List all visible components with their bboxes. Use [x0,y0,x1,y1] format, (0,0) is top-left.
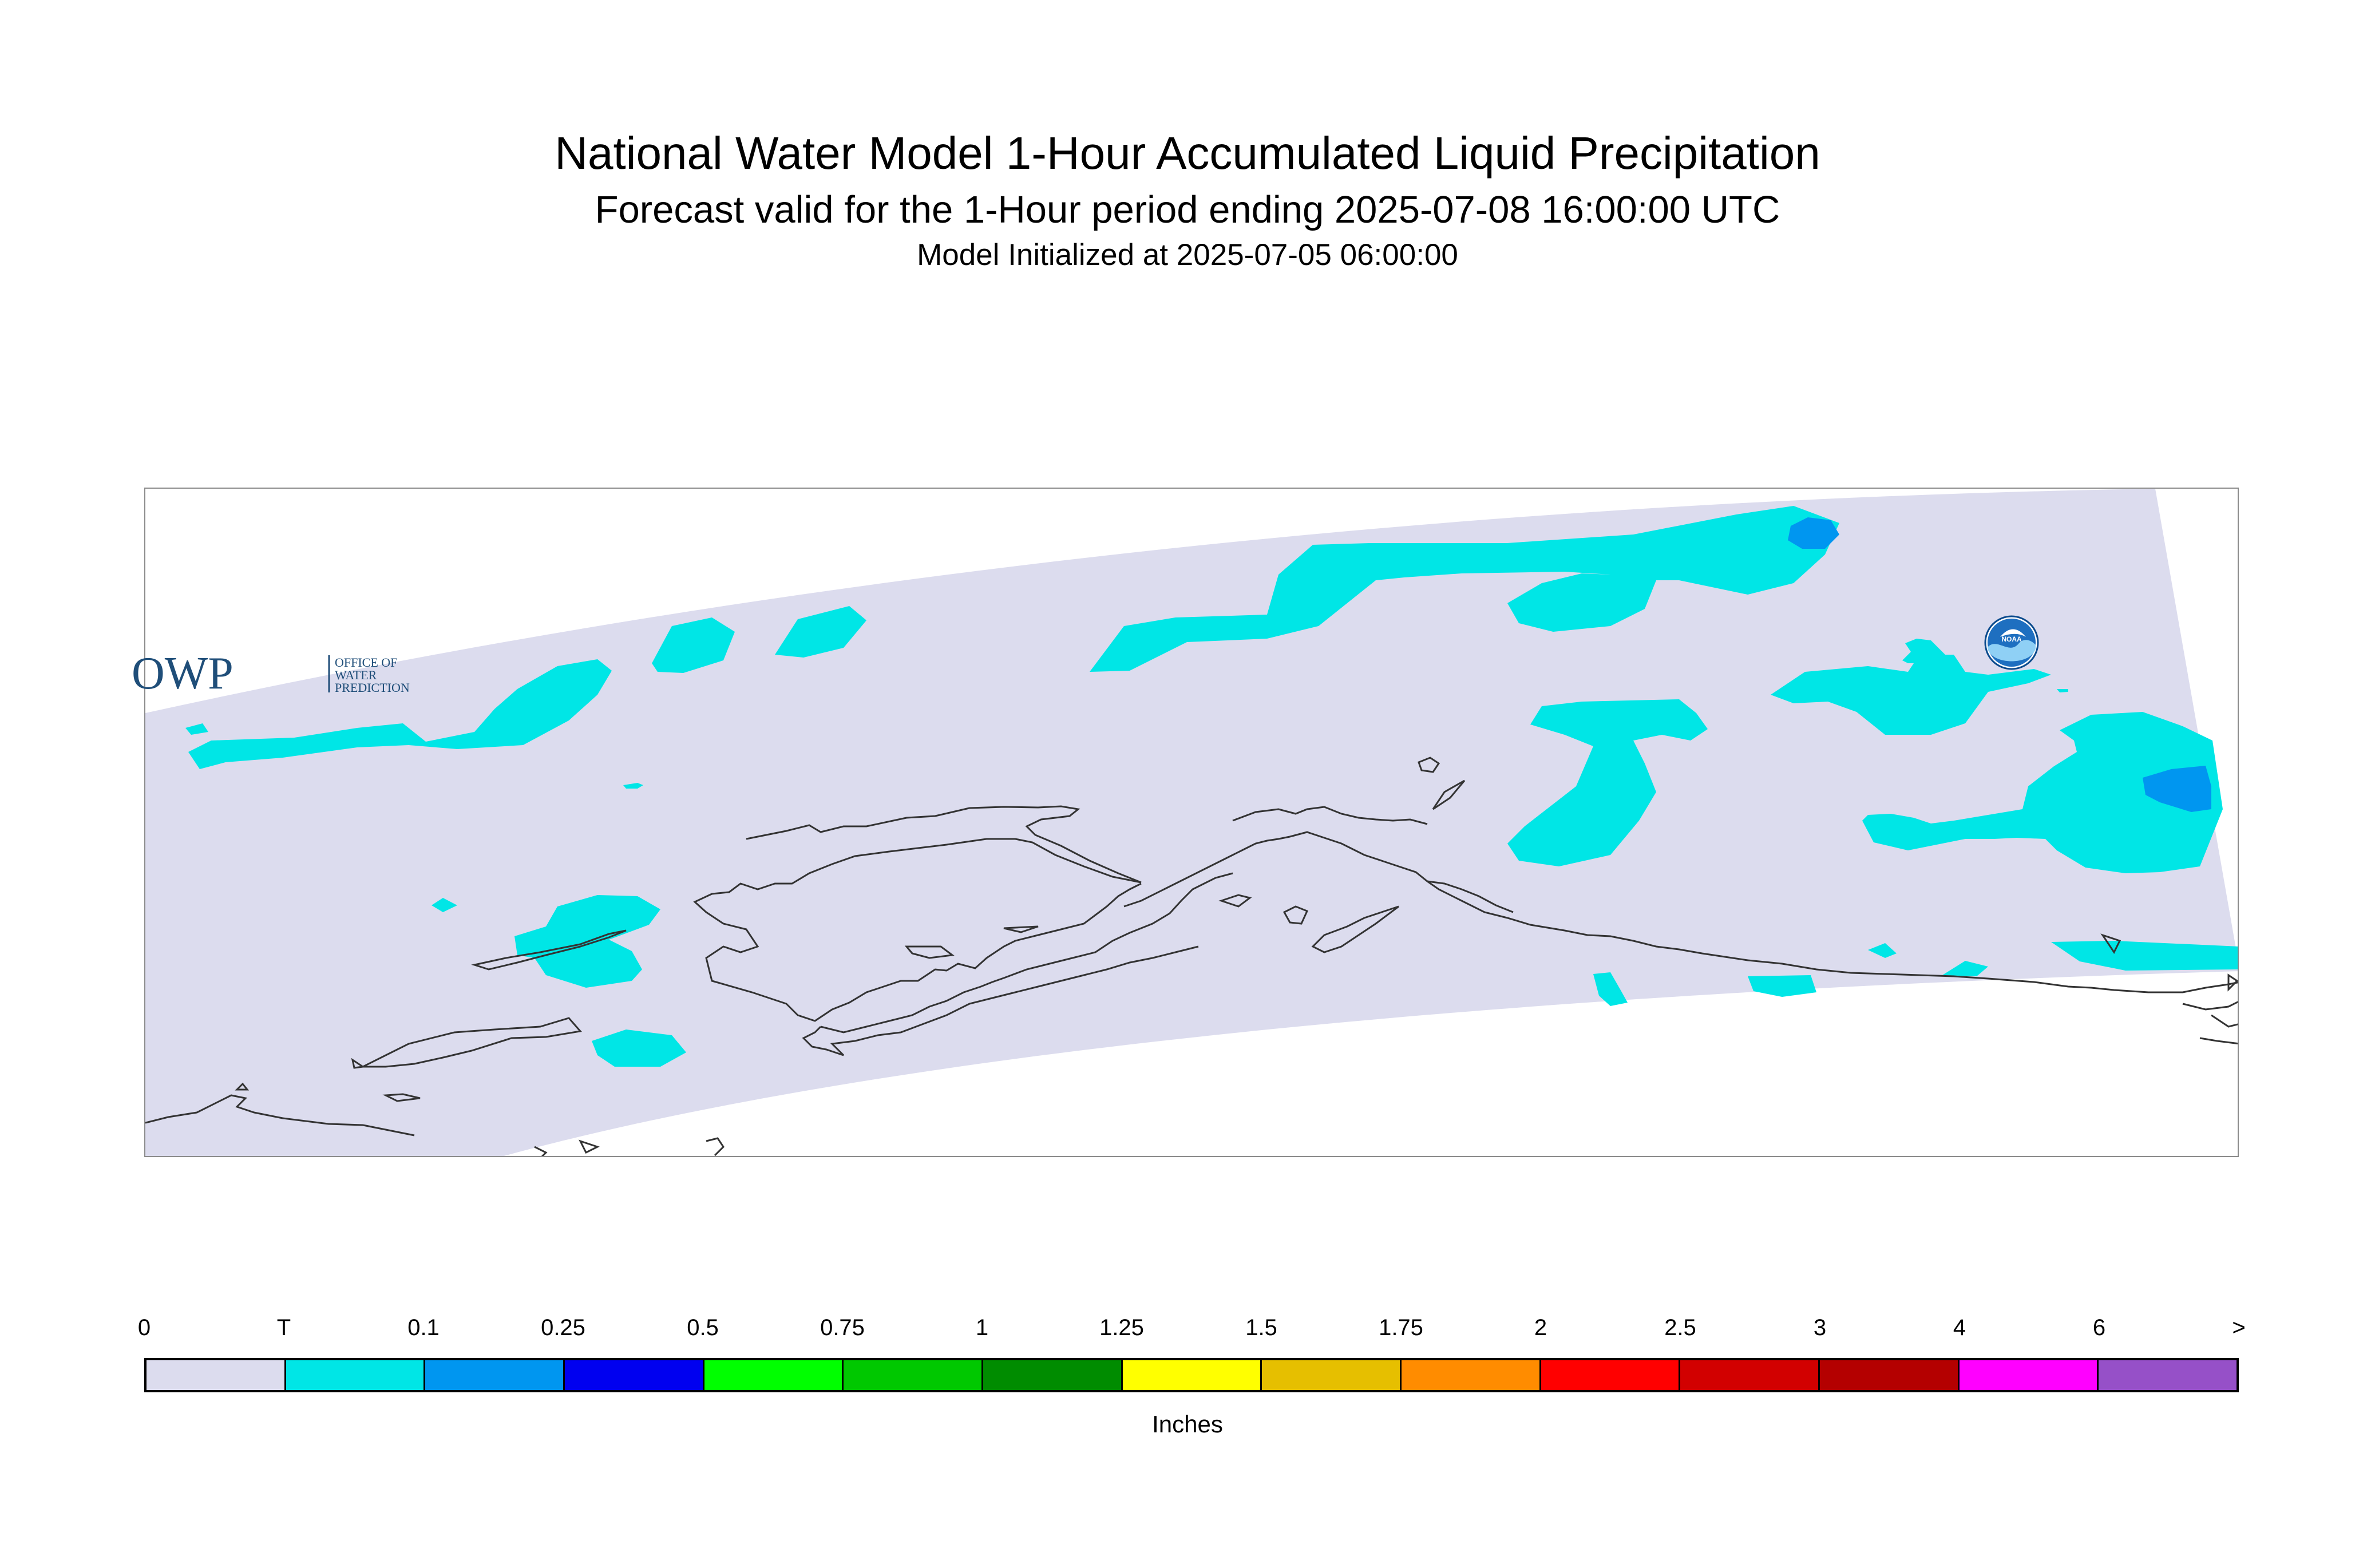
coastline [1232,806,1428,825]
legend-tick-label: 0.5 [687,1315,719,1340]
legend-swatch [1959,1360,2099,1390]
coastline [1418,757,1440,773]
coastline [579,1139,600,1154]
precip-area [1748,975,1816,997]
noaa-logo-wave [1988,640,2036,662]
legend-swatch [1262,1360,1402,1390]
precip-area [623,783,643,789]
legend-tick-label: 1.75 [1379,1315,1423,1340]
legend-tick-label: T [276,1315,291,1340]
coastline [802,945,1199,1056]
precip-area [1862,712,2223,873]
coastline [351,1017,582,1069]
legend-swatch [147,1360,286,1390]
coastline [820,872,1233,1034]
coastline [382,1093,421,1102]
precip-area [1788,517,1839,549]
coastline [1427,880,1514,913]
coastline [2100,933,2121,954]
owp-logo: OWP OFFICE OF WATER PREDICTION [132,648,410,699]
legend-tick-label: 4 [1953,1315,1966,1340]
coastlines [145,757,2238,1156]
legend-tick-label: 1.5 [1245,1315,1277,1340]
coastline [1432,779,1466,810]
legend-swatch [983,1360,1123,1390]
precip-area [1507,699,1708,866]
legend-swatch [565,1360,704,1390]
coastline [904,945,955,959]
owp-logo-mark: OWP [132,648,233,699]
coastline [2227,973,2238,992]
map-title: National Water Model 1-Hour Accumulated … [555,128,1820,179]
legend-colorbar [144,1358,2239,1392]
legend-swatch [1402,1360,1541,1390]
coastline [1003,925,1039,933]
map-panel [144,488,2239,1157]
precip-area [2143,766,2211,812]
legend-tick-label: 3 [1813,1315,1827,1340]
legend-tick-label: 6 [2092,1315,2106,1340]
legend-swatch [2099,1360,2237,1390]
precip-area [2057,689,2068,692]
legend-tick-label: 2 [1534,1315,1547,1340]
owp-logo-text: OFFICE OF [335,655,397,670]
precip-area [1090,506,1839,672]
noaa-logo-bird [2000,629,2026,637]
model-init-label: Model Initialized at 2025-07-05 06:00:00 [917,238,1458,272]
legend-tick-label: 0.25 [541,1315,585,1340]
legend-swatch [844,1360,984,1390]
legend-tick-label: 1.25 [1099,1315,1144,1340]
coastline [2211,1014,2238,1028]
precipitation-map [145,489,2238,1156]
legend-units: Inches [1152,1411,1223,1438]
coastline [1218,894,1252,908]
coastline [706,1137,725,1156]
legend-tick-label: 0.1 [407,1315,440,1340]
legend-swatch [1541,1360,1681,1390]
coastline [534,1146,548,1156]
coastline [2182,1001,2238,1011]
map-subtitle: Forecast valid for the 1-Hour period end… [595,188,1780,231]
legend-swatch [704,1360,844,1390]
precip-area [1902,639,1945,663]
precip-area [2051,941,2238,971]
coastline [1311,905,1399,953]
owp-logo-text: WATER [335,668,377,682]
coastline [693,805,1142,1022]
precip-area [1771,655,2051,735]
precip-area [185,723,208,735]
precip-area [432,898,457,912]
legend-swatch [1122,1360,1262,1390]
precip-area [1868,943,1897,958]
legend-tick-label: 0 [137,1315,151,1340]
legend-tick-label: 0.75 [820,1315,865,1340]
legend-swatch [1680,1360,1820,1390]
legend-swatch [1820,1360,1960,1390]
legend-tick-label: 2.5 [1664,1315,1696,1340]
legend-tick-label: 1 [975,1315,989,1340]
legend-tick-labels: 0 T 0.1 0.25 0.5 0.75 1 1.25 1.5 1.75 2 2.5 3 4 6 > [0,1315,2375,1349]
precip-area [1593,972,1628,1006]
coastline [1289,831,2238,993]
precip-area [775,606,866,658]
coastline [235,1082,250,1091]
coastline [1282,905,1309,925]
precip-area [188,659,612,769]
legend-tick-label: > [2232,1315,2246,1340]
precip-light-areas [1788,517,2211,812]
precip-area [652,617,735,673]
noaa-logo-text: NOAA [2001,635,2022,643]
precip-area [592,1030,686,1067]
coastline [1123,836,1291,908]
precip-area [1942,961,1988,976]
legend-swatch [286,1360,426,1390]
owp-logo-text: PREDICTION [335,680,410,695]
coastline [2199,1037,2238,1045]
legend-swatch [425,1360,565,1390]
noaa-logo: NOAA [1984,615,2039,670]
coastline [471,929,627,971]
coastline [145,1094,415,1137]
